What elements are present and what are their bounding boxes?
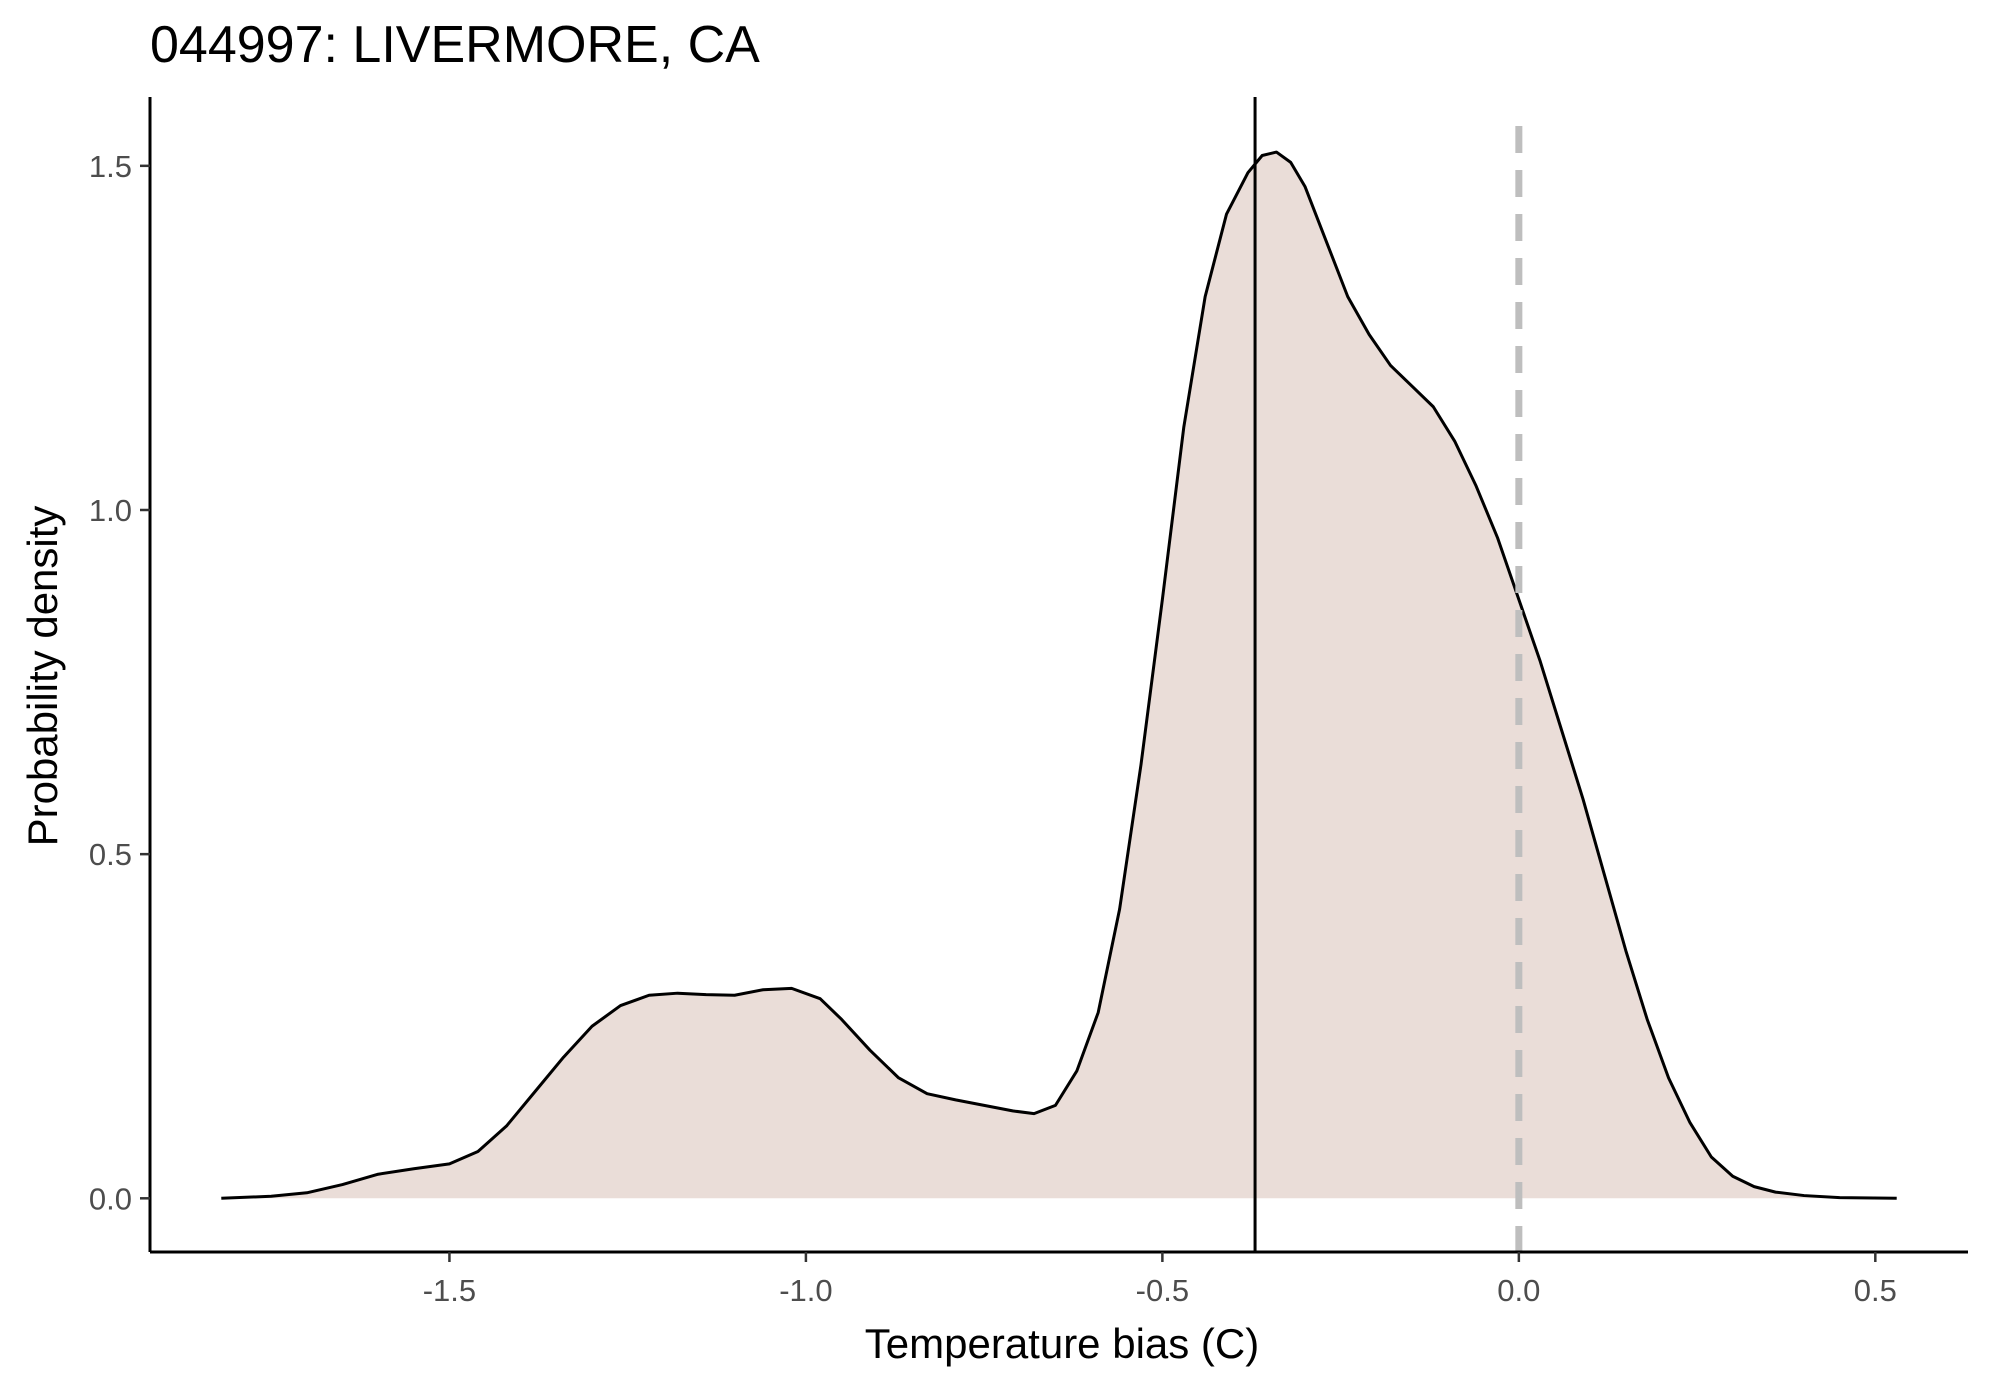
x-tick-label: 0.5 [1854, 1273, 1897, 1308]
y-tick-label: 0.5 [89, 837, 132, 872]
y-tick-label: 1.5 [89, 149, 132, 184]
x-tick-label: -1.0 [779, 1273, 832, 1308]
y-tick-label: 1.0 [89, 493, 132, 528]
x-tick-label: 0.0 [1497, 1273, 1540, 1308]
density-area-fill [221, 152, 1897, 1199]
plot-area [221, 97, 1897, 1252]
x-axis-ticks: -1.5 -1.0 -0.5 0.0 0.5 [423, 1252, 1897, 1308]
y-axis-ticks: 0.0 0.5 1.0 1.5 [89, 149, 150, 1216]
x-tick-label: -0.5 [1136, 1273, 1189, 1308]
chart-title: 044997: LIVERMORE, CA [150, 16, 760, 74]
density-curve [221, 150, 1897, 1200]
x-axis-title: Temperature bias (C) [865, 1320, 1259, 1367]
x-tick-label: -1.5 [423, 1273, 476, 1308]
y-axis-title: Probability density [19, 506, 66, 847]
y-tick-label: 0.0 [89, 1181, 132, 1216]
